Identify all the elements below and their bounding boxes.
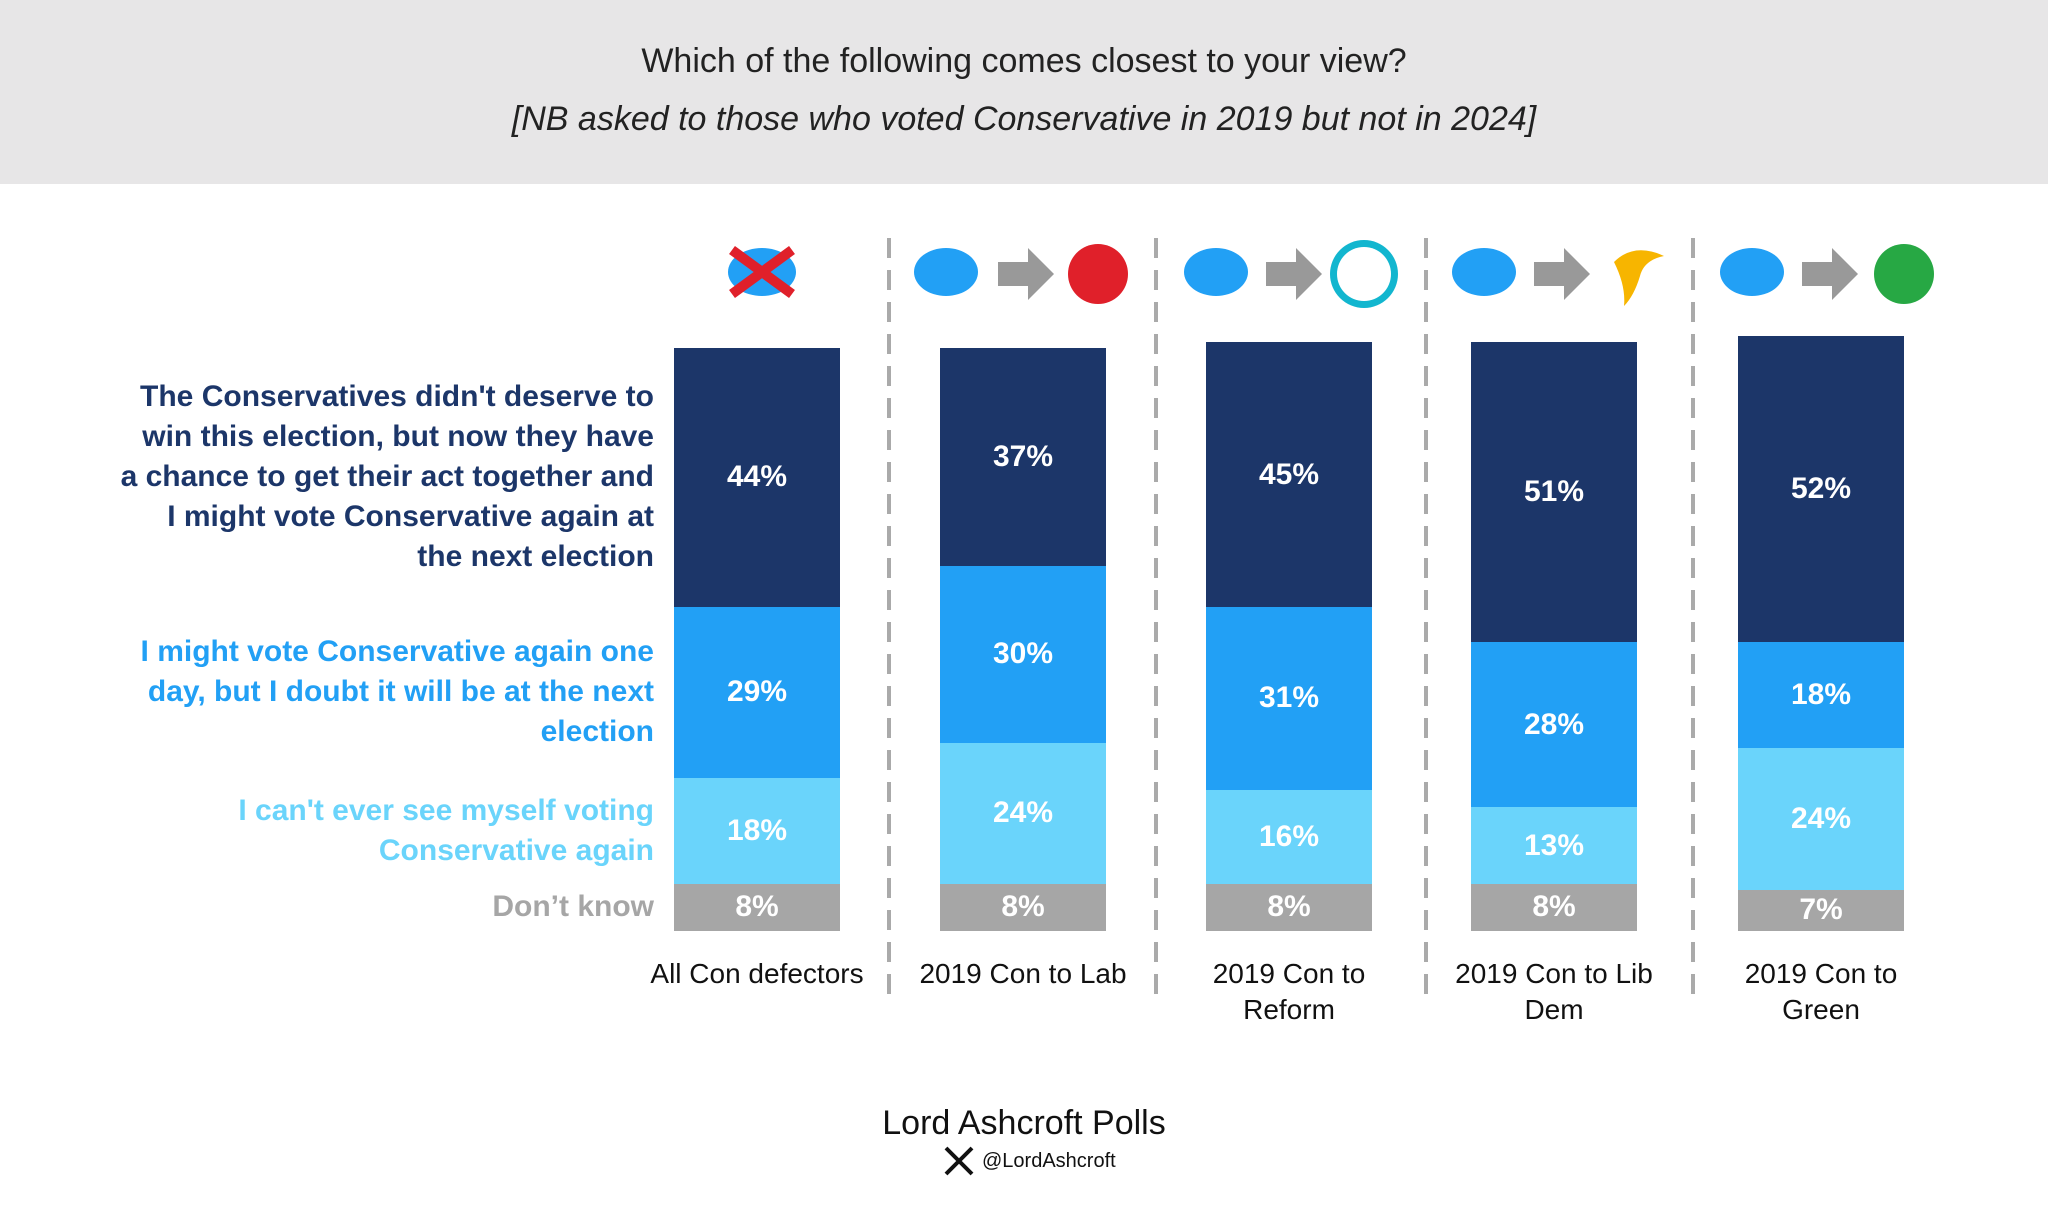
bar-segment: [674, 347, 840, 608]
data-label: 18%: [726, 813, 788, 847]
bar-segment: [674, 607, 840, 778]
legend-label: Don’t know: [492, 890, 654, 924]
bar-segment: [1738, 642, 1904, 749]
data-label: 18%: [1790, 678, 1852, 712]
bar-segment: [940, 565, 1106, 743]
bar-segment: [1738, 748, 1904, 890]
data-label: 52%: [1790, 472, 1852, 506]
data-label: 30%: [992, 637, 1054, 671]
bar-segment: [1206, 342, 1372, 608]
data-label: 37%: [992, 439, 1054, 473]
chart-title: Which of the following comes closest to …: [641, 42, 1407, 80]
bar-segment: [674, 777, 840, 884]
chart-subtitle: [NB asked to those who voted Conservativ…: [511, 100, 1537, 138]
data-label: 8%: [1532, 890, 1576, 924]
bar-segment: [1738, 336, 1904, 643]
bar-segment: [674, 883, 840, 931]
x-tick-label: 2019 Con to Lib Dem: [1455, 958, 1653, 1025]
data-label: 28%: [1523, 707, 1585, 741]
bar-segment: [1206, 883, 1372, 931]
legend-label: The Conservatives didn't deserve to win …: [120, 380, 654, 574]
data-label: 7%: [1799, 893, 1843, 927]
legend-label: I might vote Conservative again one day,…: [140, 635, 654, 749]
data-label: 24%: [1790, 802, 1852, 836]
data-label: 45%: [1258, 457, 1320, 491]
data-label: 51%: [1523, 475, 1585, 509]
data-label: 29%: [726, 675, 788, 709]
data-label: 44%: [726, 460, 788, 494]
handle: @LordAshcroft: [982, 1150, 1116, 1172]
bar-segment: [1206, 607, 1372, 790]
bar-segment: [940, 742, 1106, 884]
bar-segment: [1471, 807, 1637, 884]
data-label: 8%: [735, 890, 779, 924]
x-tick-label: 2019 Con to Green: [1744, 958, 1898, 1025]
bar-segment: [1471, 342, 1637, 643]
data-label: 13%: [1523, 828, 1585, 862]
x-tick-label: All Con defectors: [650, 958, 864, 989]
bar-segment: [1738, 889, 1904, 931]
bar-segment: [1471, 642, 1637, 808]
data-label: 8%: [1267, 890, 1311, 924]
data-label: 16%: [1258, 819, 1320, 853]
header: [0, 0, 2048, 184]
x-logo: [944, 1146, 974, 1176]
source: Lord Ashcroft Polls: [882, 1104, 1166, 1142]
bar-segment: [1206, 789, 1372, 884]
data-label: 31%: [1258, 681, 1320, 715]
bar-segment: [1471, 883, 1637, 931]
data-label: 8%: [1001, 890, 1045, 924]
x-tick-label: 2019 Con to Lab: [919, 958, 1127, 989]
legend-label: I can't ever see myself voting Conservat…: [238, 793, 654, 867]
x-tick-label: 2019 Con to Reform: [1212, 958, 1366, 1025]
data-label: 24%: [992, 796, 1054, 830]
icons: [728, 240, 1934, 308]
bar-segment: [940, 347, 1106, 566]
bar-segment: [940, 883, 1106, 931]
